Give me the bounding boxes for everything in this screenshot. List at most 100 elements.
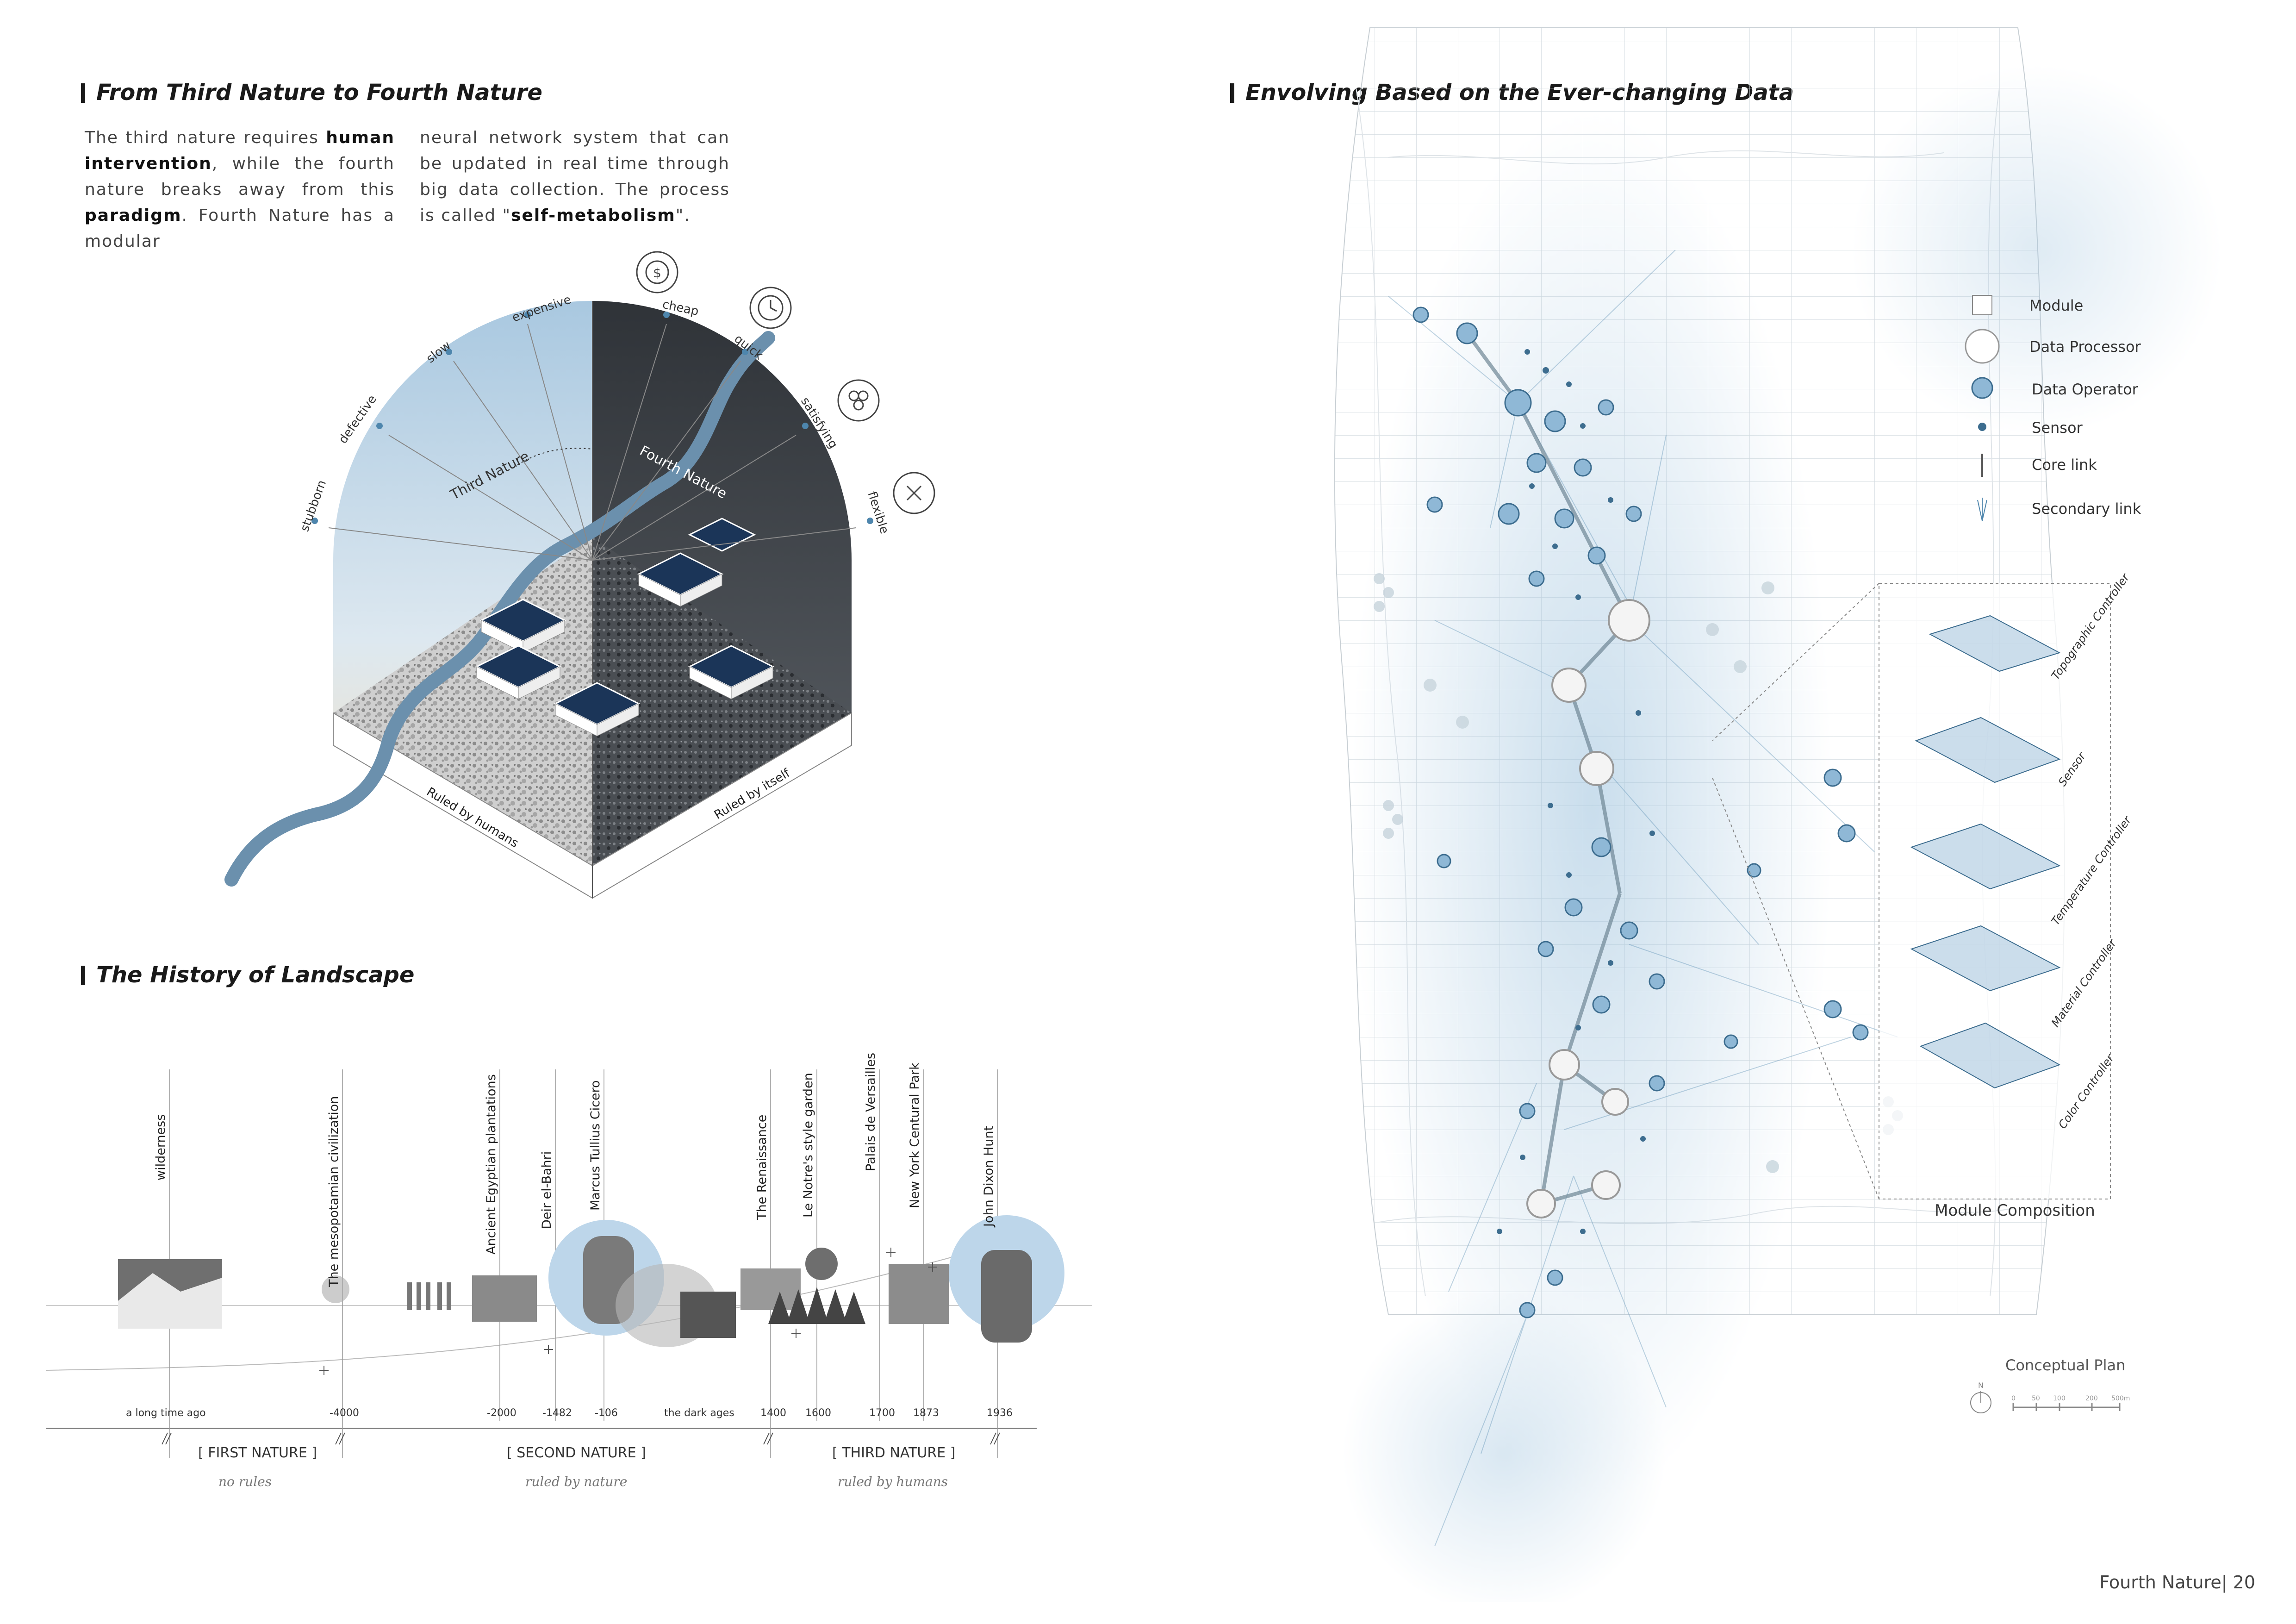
page-footer: Fourth Nature| 20 xyxy=(2099,1572,2255,1593)
nature-dome-diagram: stubborn defective slow expensive cheap … xyxy=(224,251,935,899)
attribute-rays xyxy=(328,324,857,561)
scale-bar xyxy=(2012,1403,2121,1411)
scale-200: 200 xyxy=(2085,1395,2098,1402)
attr-flexible: flexible xyxy=(865,490,891,536)
intro-text: , while the fourth nature breaks away fr… xyxy=(85,154,395,199)
history-timeline: wilderness The mesopotamian civilization… xyxy=(46,1053,1092,1489)
era-third-rule: ruled by humans xyxy=(838,1474,948,1489)
coin-icon: $ xyxy=(636,251,678,294)
conceptual-plan-network: Topographic Controller Sensor Temperatur… xyxy=(1334,27,2221,1602)
scale-50: 50 xyxy=(2032,1395,2040,1402)
event-deir-el-bahri: Deir el-Bahri xyxy=(540,1151,554,1229)
era-third-nature: [ THIRD NATURE ] xyxy=(832,1445,955,1461)
event-egyptian-plantations: Ancient Egyptian plantations xyxy=(484,1074,498,1255)
year-1600: 1600 xyxy=(805,1407,831,1419)
year-1873: 1873 xyxy=(913,1407,939,1419)
conceptual-plan-label: Conceptual Plan xyxy=(2005,1356,2126,1374)
intro-bold-text: human intervention xyxy=(85,128,395,173)
intro-bold-text: self-metabolism xyxy=(511,206,676,225)
data-mist xyxy=(1351,111,1833,1500)
legend-secondary-link-icon xyxy=(1977,498,1987,521)
minor-nodes xyxy=(1374,573,1903,1173)
year-1482: -1482 xyxy=(542,1407,572,1419)
event-renaissance: The Renaissance xyxy=(755,1115,769,1220)
section-title-text: From Third Nature to Fourth Nature xyxy=(96,80,542,106)
section-title-third-to-fourth: From Third Nature to Fourth Nature xyxy=(81,80,542,106)
central-park-image xyxy=(889,1264,949,1324)
attribute-dots xyxy=(311,312,873,524)
event-cicero: Marcus Tullius Cicero xyxy=(588,1080,603,1211)
year-1936: 1936 xyxy=(987,1407,1013,1419)
era-second-nature: [ SECOND NATURE ] xyxy=(507,1445,646,1461)
intro-text: ". xyxy=(675,206,691,225)
legend-module-label: Module xyxy=(2029,297,2084,314)
event-versailles: Palais de Versailles xyxy=(864,1053,878,1171)
section-title-text: The History of Landscape xyxy=(96,962,415,988)
scissors-icon xyxy=(893,472,935,514)
footer-book-title: Fourth Nature xyxy=(2099,1572,2221,1593)
renaissance-garden-image xyxy=(740,1268,801,1310)
era-first-nature: [ FIRST NATURE ] xyxy=(198,1445,317,1461)
year-106: -106 xyxy=(595,1407,618,1419)
intro-text: . Fourth Nature has a modular xyxy=(85,206,395,251)
title-bar-marker xyxy=(81,83,85,103)
north-arrow-icon xyxy=(1970,1391,1991,1413)
title-bar-marker xyxy=(81,966,85,985)
year-long-ago: a long time ago xyxy=(126,1407,206,1419)
year-4000: -4000 xyxy=(330,1407,359,1419)
event-mesopotamia: The mesopotamian civilization xyxy=(327,1096,341,1287)
era-first-rule: no rules xyxy=(218,1474,272,1489)
secondary-links xyxy=(1388,250,1898,1547)
legend-operator-icon xyxy=(1971,377,1993,399)
event-john-dixon-hunt: John Dixon Hunt xyxy=(982,1126,996,1228)
module-layers xyxy=(1910,615,2061,1089)
year-1700: 1700 xyxy=(869,1407,895,1419)
module-composition-box xyxy=(1879,583,2111,1199)
legend-icons xyxy=(1965,295,2000,521)
intro-paragraph-col2: neural network system that can be update… xyxy=(420,125,730,229)
versailles-topiary xyxy=(768,1287,865,1324)
svg-text:$: $ xyxy=(653,265,661,281)
intro-text: neural network system that can be update… xyxy=(420,128,730,225)
year-2000: -2000 xyxy=(487,1407,516,1419)
legend-sensor-label: Sensor xyxy=(2032,419,2083,437)
data-operators xyxy=(1412,306,1869,1318)
legend-core-link-label: Core link xyxy=(2032,456,2097,474)
event-wilderness: wilderness xyxy=(154,1114,168,1181)
le-notre-portrait xyxy=(805,1248,838,1280)
scale-500: 500m xyxy=(2111,1395,2130,1402)
hunt-portrait xyxy=(981,1250,1032,1343)
clock-icon xyxy=(749,287,792,329)
legend-operator-label: Data Operator xyxy=(2032,381,2138,398)
intro-paragraph-col1: The third nature requires human interven… xyxy=(85,125,395,255)
sensors xyxy=(1497,349,1655,1234)
scale-100: 100 xyxy=(2053,1395,2066,1402)
event-central-park: New York Centural Park xyxy=(908,1062,922,1208)
scale-0: 0 xyxy=(2011,1395,2016,1402)
legend-secondary-link-label: Secondary link xyxy=(2032,500,2141,518)
module-composition-title: Module Composition xyxy=(1935,1201,2095,1220)
north-label: N xyxy=(1978,1381,1984,1390)
year-1400: 1400 xyxy=(760,1407,786,1419)
attr-stubborn: stubborn xyxy=(298,478,329,533)
legend-processor-icon xyxy=(1965,329,2000,364)
river xyxy=(224,331,775,887)
egyptian-figures-image xyxy=(407,1282,451,1310)
year-dark-ages: the dark ages xyxy=(664,1407,734,1419)
flower-icon xyxy=(837,379,880,422)
section-title-history: The History of Landscape xyxy=(81,962,414,988)
event-le-notre: Le Notre's style garden xyxy=(801,1073,815,1218)
era-second-rule: ruled by nature xyxy=(525,1474,627,1489)
footer-separator: | xyxy=(2221,1572,2233,1593)
intro-text: The third nature requires xyxy=(85,128,326,147)
data-modules xyxy=(475,518,775,737)
title-bar-marker xyxy=(1230,83,1234,103)
legend-sensor-icon xyxy=(1978,423,1986,431)
data-processors xyxy=(1526,599,1650,1218)
deir-el-bahri-image xyxy=(472,1275,537,1322)
intro-bold-text: paradigm xyxy=(85,206,182,225)
footer-page-number: 20 xyxy=(2233,1572,2255,1593)
fourth-nature-ground xyxy=(592,537,852,866)
mesopotamia-image xyxy=(322,1275,349,1303)
renaissance-image xyxy=(680,1292,736,1338)
